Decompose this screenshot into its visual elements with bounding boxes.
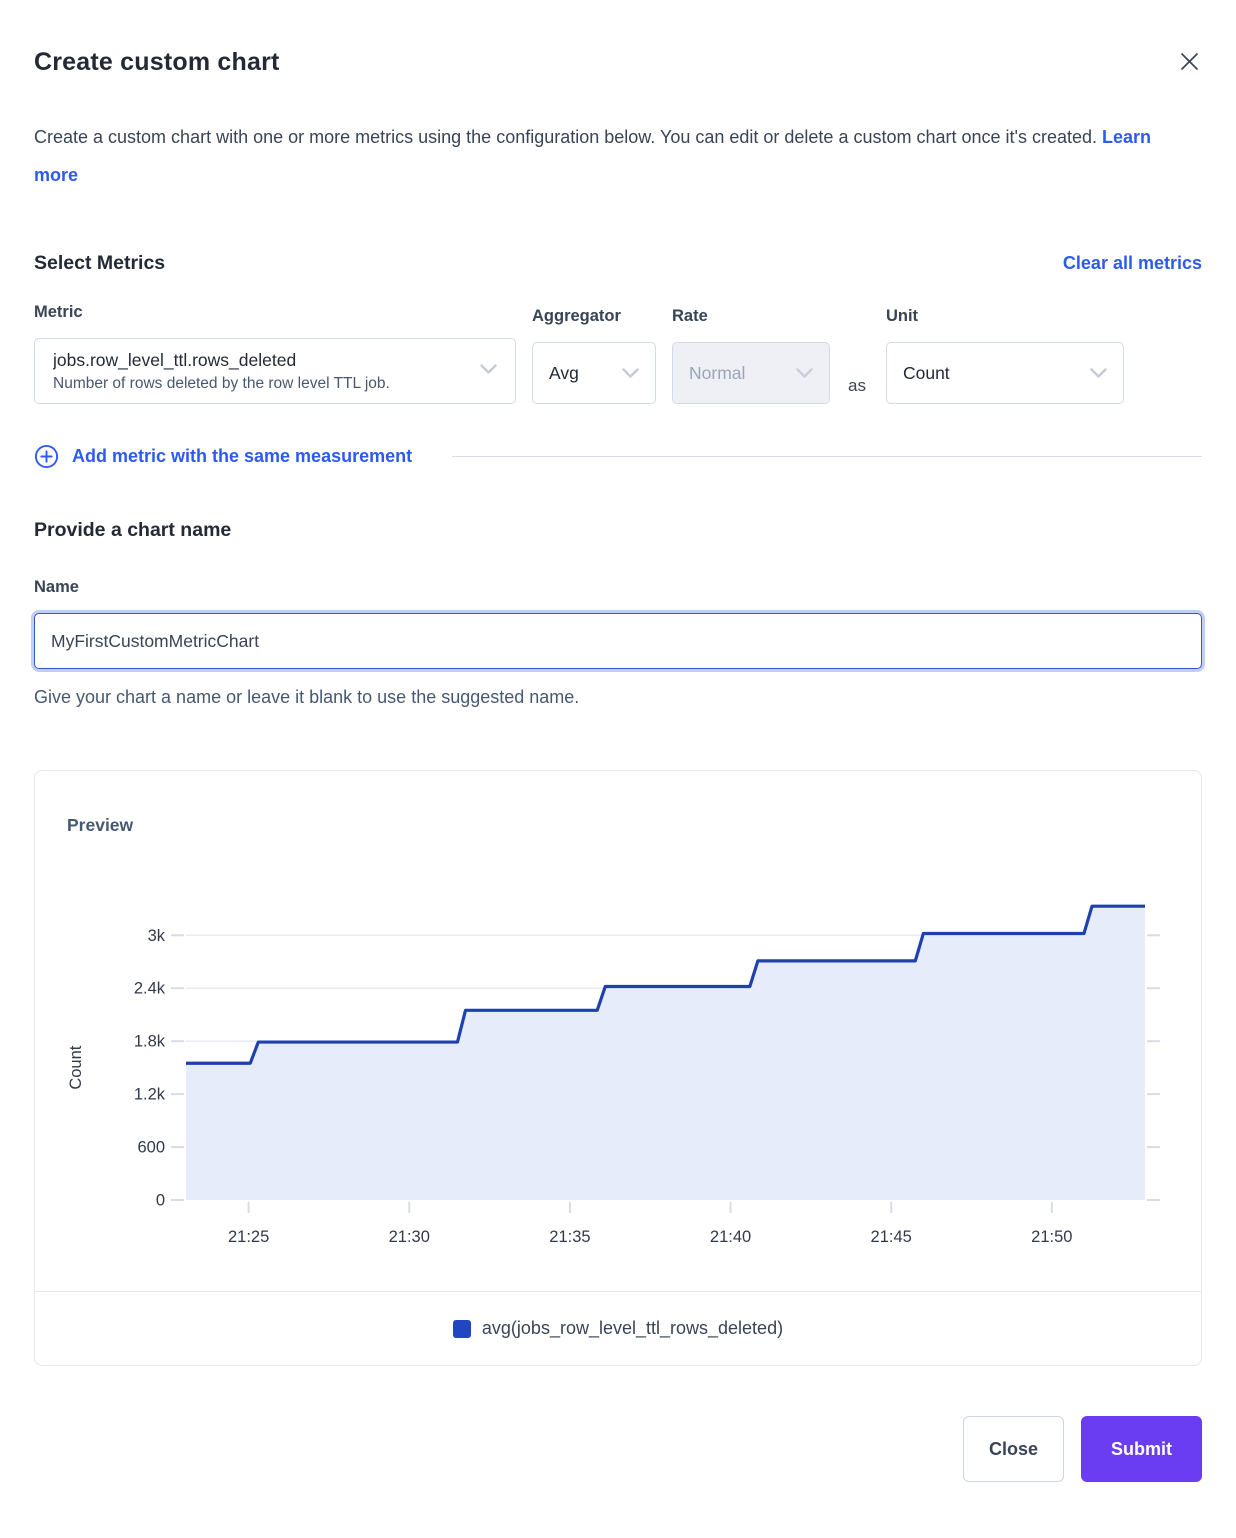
unit-select-value: Count: [902, 362, 950, 383]
learn-more-link[interactable]: Learn more: [34, 127, 1152, 185]
dialog-description: Create a custom chart with one or more m…: [34, 118, 1184, 194]
name-label: Name: [34, 578, 79, 596]
divider: [452, 456, 1202, 457]
preview-heading: Preview: [67, 815, 134, 835]
svg-text:0: 0: [156, 1192, 165, 1210]
chevron-down-icon: [622, 363, 639, 384]
description-text: Create a custom chart with one or more m…: [34, 127, 1098, 147]
svg-text:21:25: 21:25: [228, 1228, 269, 1246]
svg-text:21:30: 21:30: [389, 1228, 430, 1246]
clear-all-metrics-link[interactable]: Clear all metrics: [1062, 253, 1202, 273]
metric-field: Metric jobs.row_level_ttl.rows_deleted N…: [34, 303, 516, 404]
metric-config-row: Metric jobs.row_level_ttl.rows_deleted N…: [34, 303, 1202, 404]
chevron-down-icon: [1090, 363, 1107, 384]
unit-label: Unit: [885, 307, 919, 325]
metrics-section-header: Select Metrics Clear all metrics: [34, 252, 1202, 275]
svg-text:1.2k: 1.2k: [134, 1086, 166, 1104]
submit-button[interactable]: Submit: [1081, 1416, 1202, 1482]
plus-circle-icon: [34, 444, 59, 469]
metric-select-value: jobs.row_level_ttl.rows_deleted: [53, 350, 297, 370]
preview-area-chart: 0 600 1.2k 1.8k 2.4k 3k 21:25 21:30 21:35 21:40 21…: [67, 904, 1160, 1246]
select-metrics-heading: Select Metrics: [34, 252, 166, 274]
rate-label: Rate: [672, 307, 708, 325]
dialog-footer: Close Submit: [34, 1416, 1202, 1482]
chevron-down-icon: [480, 362, 497, 380]
svg-text:21:45: 21:45: [871, 1228, 912, 1246]
svg-text:3k: 3k: [148, 927, 166, 945]
svg-text:2.4k: 2.4k: [134, 980, 166, 998]
svg-text:21:35: 21:35: [549, 1228, 590, 1246]
add-metric-label: Add metric with the same measurement: [72, 446, 413, 466]
metric-select-description: Number of rows deleted by the row level …: [53, 375, 390, 392]
aggregator-select-value: Avg: [549, 362, 579, 383]
close-dialog-button[interactable]: [1176, 50, 1202, 76]
svg-text:Count: Count: [67, 1045, 85, 1089]
chart-name-input[interactable]: [34, 613, 1202, 669]
page-title: Create custom chart: [34, 48, 280, 76]
metric-select[interactable]: jobs.row_level_ttl.rows_deleted Number o…: [34, 338, 516, 404]
unit-field: Unit Count: [885, 307, 1124, 404]
svg-text:21:40: 21:40: [710, 1228, 751, 1246]
svg-text:1.8k: 1.8k: [134, 1033, 166, 1051]
chart-name-heading: Provide a chart name: [34, 519, 232, 541]
legend-swatch: [452, 1319, 471, 1338]
add-metric-row: Add metric with the same measurement: [34, 444, 1202, 469]
preview-card: Preview 0 600 1.2k 1.8k 2.4k 3k 21:25 21:30 21:3…: [34, 770, 1202, 1366]
rate-select-value: Normal: [689, 362, 746, 383]
as-text: as: [848, 376, 866, 395]
aggregator-field: Aggregator Avg: [532, 307, 656, 404]
aggregator-select[interactable]: Avg: [532, 342, 656, 404]
chart-legend: avg(jobs_row_level_ttl_rows_deleted): [35, 1291, 1201, 1365]
close-button[interactable]: Close: [962, 1416, 1064, 1482]
aggregator-label: Aggregator: [532, 307, 621, 325]
rate-select-disabled: Normal: [672, 342, 830, 404]
metric-select-texts: jobs.row_level_ttl.rows_deleted Number o…: [53, 348, 390, 394]
svg-text:21:50: 21:50: [1031, 1228, 1072, 1246]
svg-text:600: 600: [137, 1139, 165, 1157]
metric-label: Metric: [34, 303, 83, 321]
add-metric-button[interactable]: Add metric with the same measurement: [34, 444, 412, 469]
close-icon: [1178, 50, 1201, 76]
unit-select[interactable]: Count: [885, 342, 1124, 404]
rate-field: Rate Normal: [672, 307, 830, 404]
chevron-down-icon: [796, 363, 813, 384]
name-helper-text: Give your chart a name or leave it blank…: [34, 687, 580, 707]
legend-series-label: avg(jobs_row_level_ttl_rows_deleted): [481, 1318, 784, 1338]
